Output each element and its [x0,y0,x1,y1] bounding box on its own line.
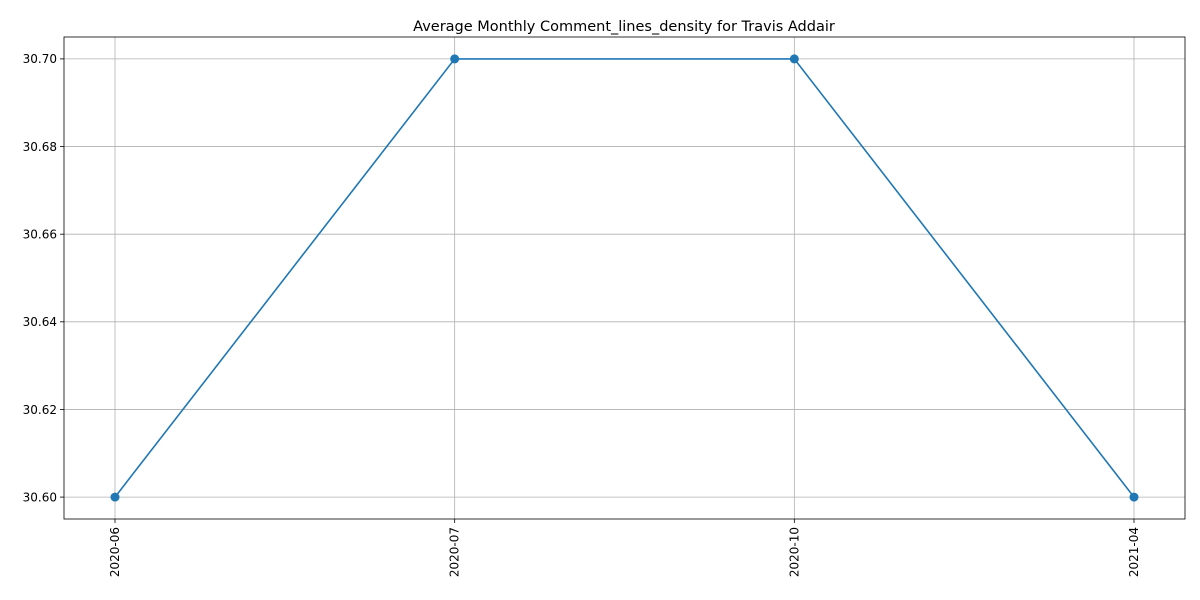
x-tick-label: 2020-06 [108,527,122,577]
plot-frame [63,36,1186,520]
data-point [1129,492,1139,502]
data-point [789,54,799,64]
y-tick-label: 30.62 [23,403,57,417]
y-tick-label: 30.70 [23,52,57,66]
axes: 2020-06 2020-07 2020-10 2021-04 30.60 30.62 30… [23,36,1186,577]
series [110,54,1139,502]
y-tick-label: 30.66 [23,227,57,241]
y-tick-label: 30.60 [23,490,57,504]
x-tick-label: 2020-07 [448,527,462,577]
y-tick-label: 30.64 [23,315,57,329]
x-tick-label: 2021-04 [1127,527,1141,577]
data-point [450,54,460,64]
data-point [110,492,120,502]
chart-title: Average Monthly Comment_lines_density fo… [413,19,835,35]
y-tick-label: 30.68 [23,140,57,154]
series-line [114,58,1135,498]
x-tick-label: 2020-10 [787,527,801,577]
